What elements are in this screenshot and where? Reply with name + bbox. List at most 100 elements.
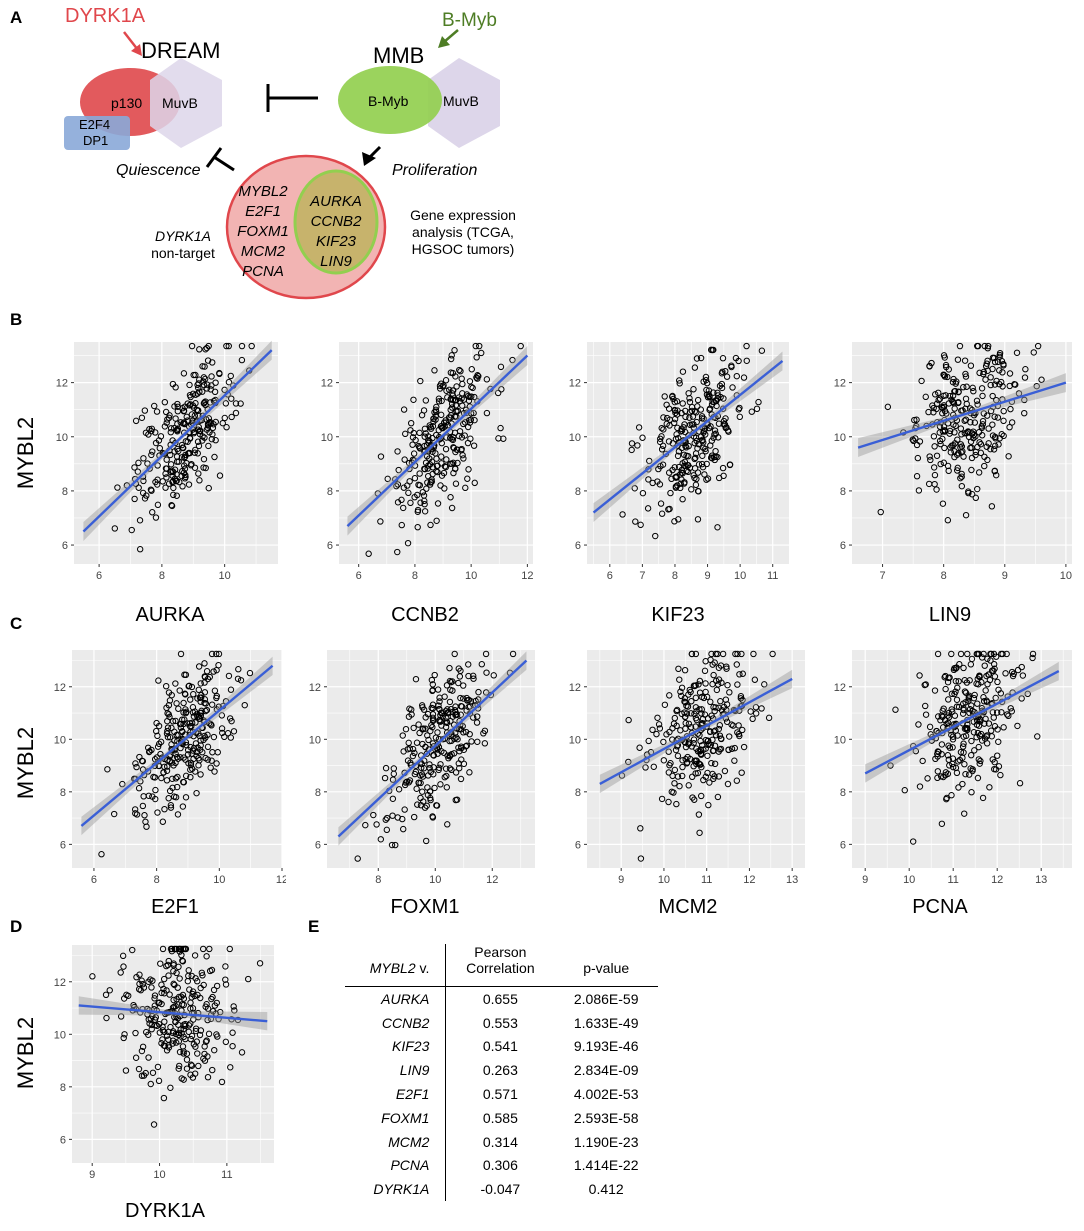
data-point bbox=[439, 736, 447, 743]
data-point bbox=[131, 495, 138, 503]
data-point bbox=[420, 765, 428, 772]
data-point bbox=[680, 437, 687, 444]
proliferation-arrowhead bbox=[362, 152, 376, 166]
data-point bbox=[447, 494, 454, 501]
data-point bbox=[186, 434, 194, 442]
data-point bbox=[693, 757, 700, 764]
data-point bbox=[154, 809, 161, 816]
data-point bbox=[160, 769, 167, 776]
data-point bbox=[942, 363, 950, 371]
data-point bbox=[222, 981, 230, 988]
data-point bbox=[197, 694, 205, 701]
data-point bbox=[442, 377, 450, 384]
y-tick-label: 8 bbox=[60, 1082, 66, 1094]
data-point bbox=[196, 430, 204, 438]
data-point bbox=[173, 783, 181, 791]
data-point bbox=[913, 441, 921, 449]
data-point bbox=[717, 698, 724, 705]
data-point bbox=[694, 487, 702, 495]
data-point bbox=[474, 713, 481, 720]
data-point bbox=[970, 729, 978, 736]
data-point bbox=[974, 700, 981, 707]
data-point bbox=[222, 976, 229, 983]
data-point bbox=[939, 410, 946, 417]
data-point bbox=[470, 409, 477, 417]
data-point bbox=[430, 751, 437, 759]
data-point bbox=[950, 421, 957, 428]
data-point bbox=[958, 470, 965, 478]
data-point bbox=[154, 743, 162, 750]
x-tick-label: 6 bbox=[91, 874, 97, 886]
data-point bbox=[962, 395, 970, 402]
data-point bbox=[465, 661, 472, 668]
data-point bbox=[468, 366, 475, 373]
data-point bbox=[1007, 405, 1014, 413]
data-point bbox=[446, 664, 453, 672]
data-point bbox=[976, 673, 983, 681]
data-point bbox=[138, 414, 146, 421]
data-point bbox=[968, 655, 976, 663]
data-point bbox=[654, 714, 661, 721]
y-tick-label: 10 bbox=[54, 734, 66, 746]
gene-mybl2: MYBL2 bbox=[238, 183, 288, 200]
data-point bbox=[682, 719, 689, 727]
data-point bbox=[187, 1020, 194, 1027]
dyrk1a-non-target-note: DYRK1A non-target bbox=[128, 228, 238, 262]
data-point bbox=[429, 740, 437, 747]
data-point bbox=[464, 697, 471, 704]
data-point bbox=[941, 444, 948, 452]
data-point bbox=[962, 732, 970, 740]
data-point bbox=[182, 438, 190, 445]
data-point bbox=[197, 994, 204, 1002]
data-point bbox=[438, 453, 445, 460]
x-tick-label: 6 bbox=[356, 570, 362, 582]
panel-letter-c: C bbox=[10, 614, 23, 633]
dyrk1a-arrow bbox=[123, 31, 139, 51]
data-point bbox=[676, 782, 683, 790]
data-point bbox=[941, 427, 949, 434]
data-point bbox=[154, 476, 161, 483]
data-point bbox=[151, 992, 159, 999]
data-point bbox=[213, 666, 220, 674]
data-point bbox=[196, 376, 203, 383]
data-point bbox=[186, 449, 194, 457]
data-point bbox=[188, 994, 195, 1001]
y-tick-label: 8 bbox=[62, 486, 68, 498]
data-point bbox=[228, 717, 235, 725]
data-point bbox=[422, 430, 429, 437]
data-point bbox=[1000, 407, 1007, 415]
data-point bbox=[1006, 382, 1013, 390]
data-point bbox=[974, 675, 981, 683]
data-point bbox=[925, 480, 933, 488]
data-point bbox=[216, 370, 223, 378]
data-point bbox=[945, 400, 953, 407]
data-point bbox=[394, 548, 401, 556]
data-point bbox=[961, 417, 968, 424]
data-point bbox=[679, 772, 686, 780]
data-point bbox=[678, 684, 686, 691]
regression-line bbox=[599, 677, 793, 786]
data-point bbox=[1007, 705, 1014, 712]
data-point bbox=[990, 446, 998, 453]
table-row: MCM2 0.314 1.190E-23 bbox=[345, 1129, 658, 1154]
data-point bbox=[463, 707, 470, 714]
data-point bbox=[465, 672, 472, 680]
data-point bbox=[235, 666, 242, 673]
data-point bbox=[941, 674, 948, 681]
x-tick-label: 12 bbox=[743, 874, 755, 886]
data-point bbox=[979, 794, 987, 802]
data-point bbox=[136, 517, 144, 524]
data-point bbox=[990, 660, 998, 668]
muvb-hexagon-dream bbox=[150, 58, 222, 148]
data-point bbox=[940, 352, 948, 359]
data-point bbox=[919, 757, 926, 765]
data-point bbox=[957, 748, 965, 756]
data-point bbox=[914, 454, 922, 462]
data-point bbox=[173, 492, 180, 499]
data-point bbox=[447, 414, 454, 421]
data-point bbox=[679, 763, 686, 771]
data-point bbox=[165, 414, 173, 422]
data-point bbox=[458, 434, 466, 441]
data-point bbox=[681, 421, 688, 428]
data-point bbox=[472, 342, 479, 350]
